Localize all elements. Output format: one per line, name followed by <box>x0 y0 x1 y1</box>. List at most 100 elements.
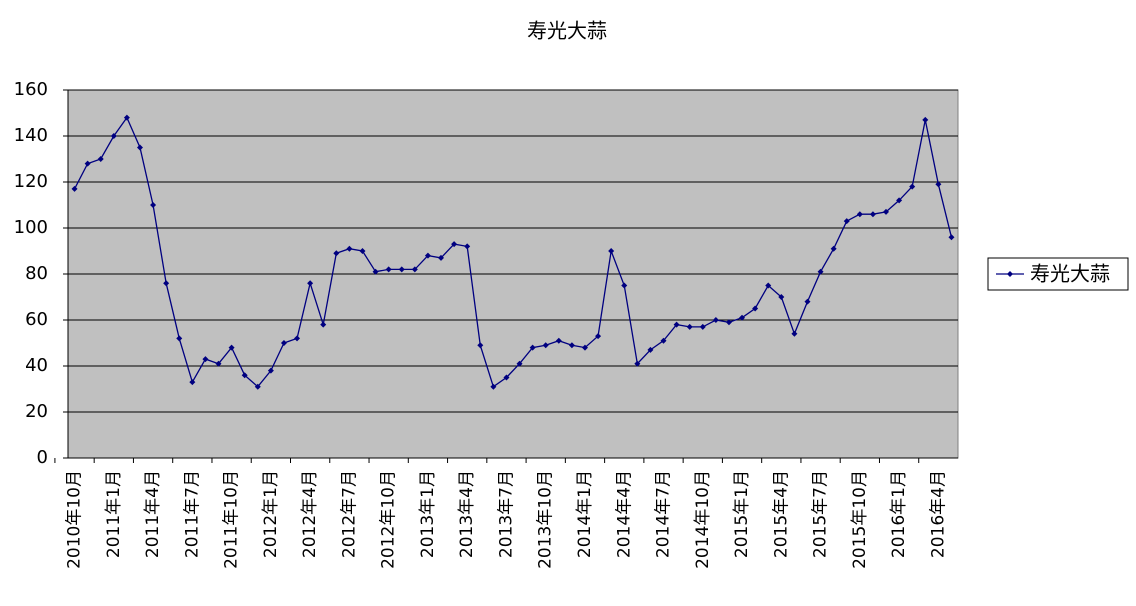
series-line <box>73 116 953 388</box>
data-point <box>765 282 772 289</box>
data-point <box>843 218 850 225</box>
x-tick-label: 2015年7月 <box>811 470 831 558</box>
data-point <box>856 211 863 218</box>
x-tick-label: 2013年10月 <box>536 470 556 569</box>
x-tick-label: 2011年4月 <box>143 470 163 558</box>
data-point <box>778 294 785 300</box>
data-point <box>739 314 746 321</box>
y-tick-label: 40 <box>25 355 48 376</box>
data-point <box>176 335 183 342</box>
data-point <box>922 116 929 123</box>
data-point <box>830 245 837 252</box>
data-point <box>935 181 942 188</box>
data-point <box>529 344 536 351</box>
data-point <box>150 202 157 208</box>
data-point <box>516 360 523 367</box>
x-tick-label: 2015年10月 <box>850 470 870 569</box>
data-point <box>320 321 327 328</box>
data-point <box>163 280 170 287</box>
data-point <box>267 367 274 374</box>
x-tick-label: 2016年4月 <box>928 470 948 558</box>
data-point <box>97 156 104 162</box>
data-point <box>123 114 130 121</box>
data-point <box>411 266 418 273</box>
x-tick-label: 2011年1月 <box>104 470 124 558</box>
x-tick-label: 2012年7月 <box>339 470 359 558</box>
data-point <box>254 383 261 390</box>
data-point <box>424 252 431 259</box>
data-point <box>71 185 78 192</box>
data-point <box>752 305 759 312</box>
data-point <box>307 280 314 287</box>
data-point <box>699 323 706 330</box>
data-point <box>817 268 824 275</box>
x-tick-label: 2014年1月 <box>575 470 595 558</box>
x-tick-label: 2011年10月 <box>222 470 242 569</box>
data-point <box>725 319 732 326</box>
data-point <box>686 323 693 330</box>
data-point <box>883 208 890 215</box>
data-point <box>555 337 562 344</box>
x-tick-label: 2015年1月 <box>732 470 752 558</box>
y-tick-label: 0 <box>37 447 48 468</box>
data-point <box>948 234 955 241</box>
data-point <box>189 379 196 386</box>
data-point <box>477 342 484 349</box>
x-tick-label: 2014年10月 <box>693 470 713 569</box>
data-point <box>372 268 379 275</box>
x-tick-label: 2010年10月 <box>65 470 85 569</box>
y-tick-label: 20 <box>25 401 48 422</box>
y-tick-label: 100 <box>14 217 48 238</box>
data-point <box>896 197 903 204</box>
data-point <box>333 250 340 257</box>
legend-marker <box>1007 271 1013 277</box>
data-point <box>490 383 497 390</box>
x-tick-label: 2013年4月 <box>457 470 477 558</box>
data-point <box>621 282 628 289</box>
data-point <box>869 211 876 218</box>
x-tick-label: 2015年4月 <box>771 470 791 558</box>
data-point <box>608 248 615 254</box>
data-point <box>660 337 667 344</box>
data-point <box>791 330 798 337</box>
data-point <box>228 344 235 351</box>
data-point <box>84 160 91 167</box>
data-point <box>359 248 366 254</box>
legend-label: 寿光大蒜 <box>1030 262 1110 286</box>
data-point <box>451 241 458 248</box>
y-tick-label: 140 <box>14 125 48 146</box>
data-point <box>202 356 209 363</box>
data-point <box>215 360 222 367</box>
chart-title: 寿光大蒜 <box>527 19 607 43</box>
data-point <box>503 374 510 381</box>
x-tick-label: 2014年4月 <box>614 470 634 558</box>
data-point <box>346 245 353 252</box>
data-point <box>280 340 287 346</box>
y-tick-label: 160 <box>14 79 48 100</box>
data-point <box>438 254 445 261</box>
y-tick-label: 120 <box>14 171 48 192</box>
x-tick-label: 2012年10月 <box>379 470 399 569</box>
data-point <box>909 183 916 190</box>
data-point <box>595 333 602 340</box>
data-point <box>581 344 588 351</box>
y-tick-label: 60 <box>25 309 48 330</box>
x-tick-label: 2014年7月 <box>654 470 674 558</box>
data-point <box>294 335 301 342</box>
data-point <box>712 317 719 323</box>
data-point <box>241 372 248 379</box>
data-point <box>385 266 392 273</box>
data-point <box>634 360 641 367</box>
x-tick-label: 2011年7月 <box>182 470 202 558</box>
data-point <box>647 346 654 353</box>
data-point <box>673 321 680 328</box>
data-point <box>568 342 575 349</box>
data-point <box>398 266 405 273</box>
x-tick-label: 2013年1月 <box>418 470 438 558</box>
y-tick-label: 80 <box>25 263 48 284</box>
x-tick-label: 2012年1月 <box>261 470 281 558</box>
data-point <box>136 144 143 151</box>
x-tick-label: 2016年1月 <box>889 470 909 558</box>
data-point <box>110 133 117 139</box>
